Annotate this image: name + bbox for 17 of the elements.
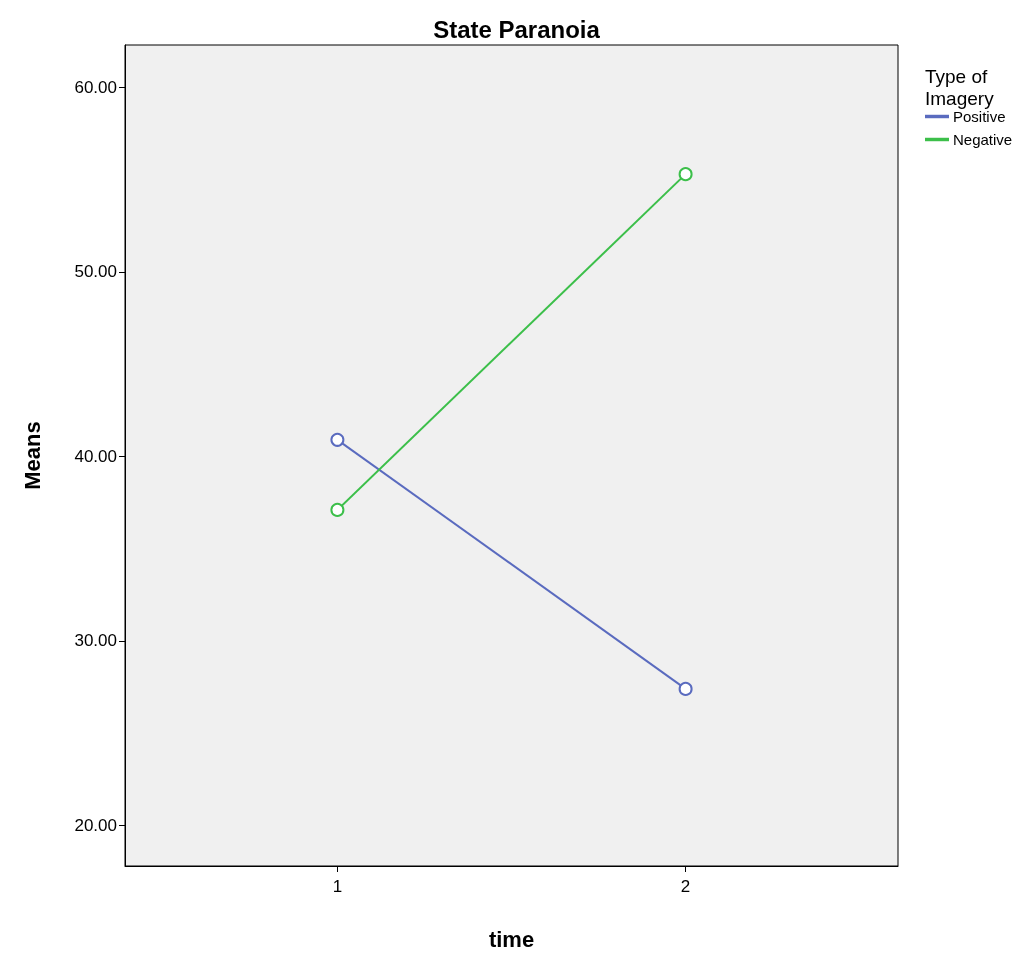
legend-label: Negative [953,131,1013,148]
point [330,502,345,517]
chart-title: State Paranoia [433,15,601,43]
point [678,681,693,696]
legend-title: Type of Imagery [925,65,995,109]
y-axis-title: Means [19,421,45,490]
y-tick-label: 30.00 [74,631,117,651]
point [330,432,345,447]
x-axis-title: time [488,926,535,952]
legend-label: Positive [953,108,1006,125]
y-tick-label: 40.00 [74,446,117,466]
point [678,167,693,182]
y-tick-label: 60.00 [74,77,117,97]
y-tick-label: 20.00 [74,815,117,835]
x-tick-label: 1 [332,877,343,896]
x-tick-label: 2 [680,877,691,896]
y-tick-label: 50.00 [74,262,117,282]
